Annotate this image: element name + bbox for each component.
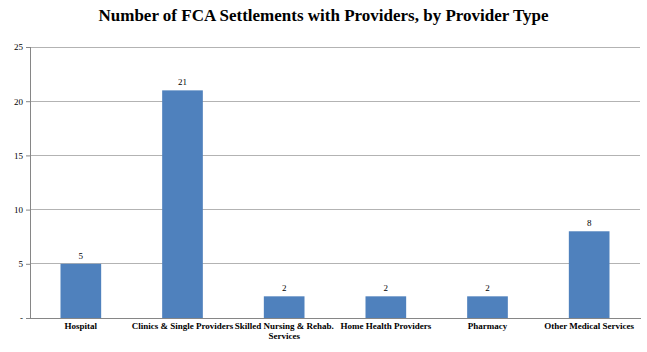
grid bbox=[30, 47, 640, 318]
y-axis: - 5 10 15 20 25 bbox=[14, 42, 31, 323]
y-tick-label: 15 bbox=[14, 151, 24, 161]
y-tick: 15 bbox=[14, 151, 30, 161]
y-tick-mark bbox=[26, 155, 30, 156]
y-tick-label: 25 bbox=[14, 42, 24, 52]
title: Number of FCA Settlements with Providers… bbox=[98, 6, 548, 25]
grid-line bbox=[30, 263, 640, 264]
data-label: 21 bbox=[178, 77, 187, 87]
x-tick: Pharmacy bbox=[468, 318, 508, 331]
data-label: 2 bbox=[384, 283, 389, 293]
y-tick: 20 bbox=[14, 97, 30, 107]
x-axis-line bbox=[31, 318, 641, 319]
x-tick-label: Hospital bbox=[65, 321, 98, 331]
y-tick: 5 bbox=[19, 259, 31, 269]
x-axis: Hospital Clinics & Single ProvidersSkille… bbox=[31, 318, 641, 341]
y-tick-mark bbox=[26, 101, 30, 102]
bar bbox=[569, 231, 610, 318]
x-tick-label-line: Home Health Providers bbox=[340, 321, 431, 331]
y-axis-line bbox=[26, 48, 31, 319]
y-tick-label: 20 bbox=[14, 97, 24, 107]
x-tick-label: Skilled Nursing & Rehab.Services bbox=[235, 321, 334, 341]
data-label: 5 bbox=[79, 251, 84, 261]
x-tick-label: Other Medical Services bbox=[544, 321, 634, 331]
x-tick: Home Health Providers bbox=[340, 318, 431, 331]
x-tick: Hospital bbox=[65, 318, 98, 331]
x-tick-label-line: Other Medical Services bbox=[544, 321, 634, 331]
chart: Number of FCA Settlements with Providers… bbox=[0, 0, 647, 352]
bar bbox=[61, 264, 102, 318]
x-tick-label-line: Clinics & Single Providers bbox=[132, 321, 234, 331]
data-label: 2 bbox=[282, 283, 287, 293]
bar bbox=[162, 90, 203, 318]
bar bbox=[366, 296, 407, 318]
grid-line bbox=[30, 47, 640, 48]
bar bbox=[264, 296, 305, 318]
x-tick-label: Home Health Providers bbox=[340, 321, 431, 331]
grid-line bbox=[30, 318, 640, 319]
x-tick-label-line: Pharmacy bbox=[468, 321, 508, 331]
y-tick: 10 bbox=[14, 205, 30, 215]
y-tick-label: - bbox=[20, 313, 23, 323]
bars bbox=[61, 90, 610, 318]
y-tick-mark bbox=[26, 47, 30, 48]
x-tick-label-line: Skilled Nursing & Rehab. bbox=[235, 321, 334, 331]
data-label: 8 bbox=[587, 218, 592, 228]
data-labels: 5 21 2 2 2 8 bbox=[79, 77, 592, 293]
x-tick-label-line: Services bbox=[268, 331, 300, 341]
grid-line bbox=[30, 209, 640, 210]
y-tick-mark bbox=[26, 210, 30, 211]
y-tick-mark bbox=[26, 318, 30, 319]
x-tick: Other Medical Services bbox=[544, 318, 634, 331]
grid-line bbox=[30, 101, 640, 102]
data-label: 2 bbox=[485, 283, 490, 293]
x-tick-label-line: Hospital bbox=[65, 321, 98, 331]
y-tick: 25 bbox=[14, 42, 30, 52]
bar bbox=[467, 296, 508, 318]
x-tick-label: Clinics & Single Providers bbox=[132, 321, 234, 331]
x-tick-label: Pharmacy bbox=[468, 321, 508, 331]
y-tick-mark bbox=[26, 264, 30, 265]
x-tick: Clinics & Single Providers bbox=[132, 318, 234, 331]
y-tick-label: 5 bbox=[19, 259, 24, 269]
y-tick: - bbox=[20, 313, 30, 323]
y-tick-label: 10 bbox=[14, 205, 24, 215]
grid-line bbox=[30, 155, 640, 156]
x-tick: Skilled Nursing & Rehab.Services bbox=[235, 318, 334, 341]
